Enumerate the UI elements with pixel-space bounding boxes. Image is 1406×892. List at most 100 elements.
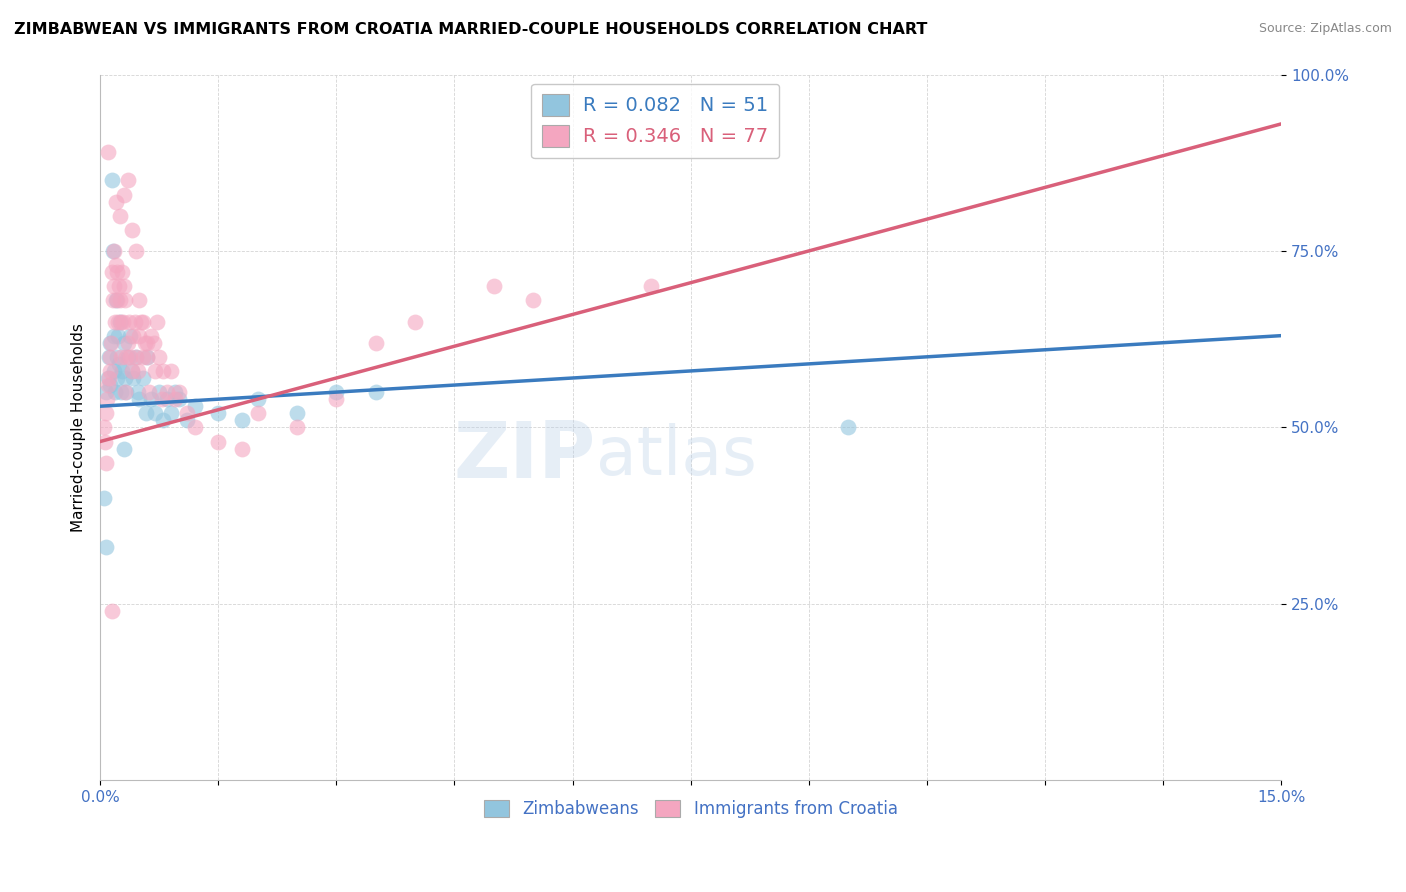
- Point: [96, 456, 118, 470]
- Text: ZIMBABWEAN VS IMMIGRANTS FROM CROATIA MARRIED-COUPLE HOUSEHOLDS CORRELATION CHAR: ZIMBABWEAN VS IMMIGRANTS FROM CROATIA MA…: [14, 22, 928, 37]
- Point: [128, 392, 150, 407]
- Point: [231, 442, 253, 456]
- Point: [121, 364, 143, 378]
- Point: [114, 293, 136, 308]
- Point: [124, 350, 146, 364]
- Point: [404, 314, 426, 328]
- Point: [183, 420, 205, 434]
- Point: [207, 406, 229, 420]
- Point: [115, 350, 138, 364]
- Point: [207, 434, 229, 449]
- Point: [98, 350, 121, 364]
- Point: [94, 541, 117, 555]
- Point: [134, 335, 156, 350]
- Point: [148, 350, 170, 364]
- Point: [107, 371, 129, 385]
- Point: [101, 265, 124, 279]
- Point: [104, 293, 127, 308]
- Point: [112, 442, 135, 456]
- Point: [325, 392, 347, 407]
- Point: [103, 364, 125, 378]
- Point: [167, 392, 190, 407]
- Point: [103, 279, 125, 293]
- Point: [121, 364, 143, 378]
- Point: [128, 328, 150, 343]
- Point: [160, 406, 183, 420]
- Point: [163, 385, 186, 400]
- Point: [110, 385, 132, 400]
- Point: [104, 314, 127, 328]
- Point: [108, 314, 131, 328]
- Point: [135, 406, 157, 420]
- Point: [141, 392, 163, 407]
- Point: [118, 328, 141, 343]
- Point: [132, 371, 155, 385]
- Point: [364, 335, 387, 350]
- Point: [522, 293, 544, 308]
- Point: [105, 350, 128, 364]
- Point: [143, 364, 166, 378]
- Point: [146, 314, 169, 328]
- Point: [100, 335, 122, 350]
- Point: [93, 420, 115, 434]
- Point: [150, 392, 173, 407]
- Point: [114, 371, 136, 385]
- Point: [111, 314, 134, 328]
- Point: [143, 406, 166, 420]
- Point: [183, 399, 205, 413]
- Point: [94, 434, 117, 449]
- Point: [98, 378, 121, 392]
- Point: [246, 392, 269, 407]
- Point: [132, 314, 155, 328]
- Text: ZIP: ZIP: [454, 417, 596, 493]
- Point: [482, 279, 505, 293]
- Point: [122, 371, 145, 385]
- Point: [136, 350, 159, 364]
- Point: [167, 385, 190, 400]
- Point: [104, 194, 127, 209]
- Point: [127, 385, 149, 400]
- Point: [111, 265, 134, 279]
- Point: [96, 385, 118, 400]
- Point: [121, 223, 143, 237]
- Point: [96, 392, 118, 407]
- Point: [103, 328, 125, 343]
- Point: [110, 350, 132, 364]
- Point: [176, 413, 198, 427]
- Point: [163, 392, 186, 407]
- Point: [156, 385, 179, 400]
- Point: [118, 314, 141, 328]
- Point: [103, 244, 125, 258]
- Point: [111, 364, 134, 378]
- Point: [246, 406, 269, 420]
- Point: [114, 385, 136, 400]
- Point: [122, 328, 145, 343]
- Point: [101, 293, 124, 308]
- Point: [138, 385, 160, 400]
- Point: [112, 187, 135, 202]
- Point: [98, 335, 121, 350]
- Point: [112, 335, 135, 350]
- Point: [94, 406, 117, 420]
- Point: [285, 420, 308, 434]
- Text: atlas: atlas: [596, 423, 756, 489]
- Point: [97, 378, 120, 392]
- Point: [129, 314, 152, 328]
- Point: [285, 406, 308, 420]
- Point: [124, 244, 146, 258]
- Point: [142, 335, 165, 350]
- Point: [136, 350, 159, 364]
- Point: [107, 314, 129, 328]
- Point: [152, 364, 174, 378]
- Point: [97, 371, 120, 385]
- Point: [231, 413, 253, 427]
- Point: [115, 385, 138, 400]
- Point: [101, 244, 124, 258]
- Point: [105, 293, 128, 308]
- Point: [364, 385, 387, 400]
- Point: [97, 145, 120, 160]
- Point: [107, 328, 129, 343]
- Point: [124, 314, 146, 328]
- Legend: Zimbabweans, Immigrants from Croatia: Zimbabweans, Immigrants from Croatia: [477, 793, 904, 825]
- Point: [132, 350, 155, 364]
